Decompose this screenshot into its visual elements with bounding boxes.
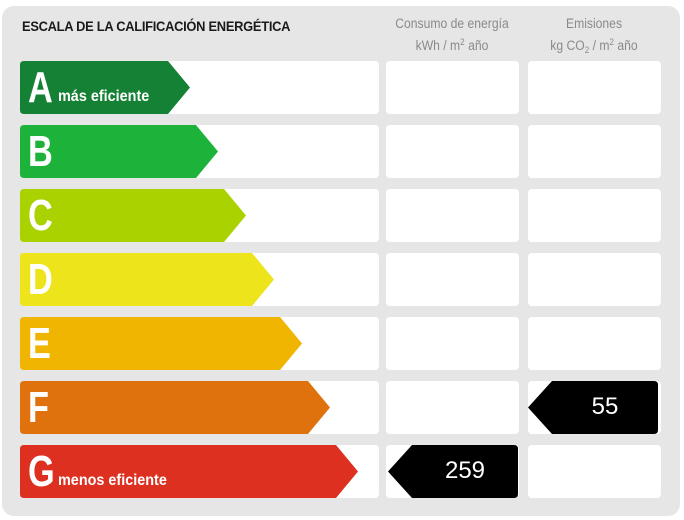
rating-sublabel: más eficiente bbox=[58, 88, 150, 105]
energy-header-line2: kWh / m2 año bbox=[415, 37, 489, 53]
energy-column-header: Consumo de energía kWh / m2 año bbox=[391, 14, 513, 55]
rating-arrow-b: B bbox=[20, 125, 218, 178]
rating-arrow-f: F bbox=[20, 381, 330, 434]
emissions-cell bbox=[528, 317, 661, 370]
rating-letter: D bbox=[28, 255, 53, 304]
emissions-badge-value: 55 bbox=[591, 393, 619, 420]
energy-consumption-badge-value: 259 bbox=[444, 457, 486, 484]
energy-cell bbox=[386, 317, 519, 370]
energy-cell bbox=[386, 189, 519, 242]
rating-arrow-d: D bbox=[20, 253, 274, 306]
emissions-column-header: Emisiones kg CO2 / m2 año bbox=[533, 14, 655, 60]
energy-cell bbox=[386, 61, 519, 114]
emissions-cell bbox=[528, 189, 661, 242]
emissions-cell bbox=[528, 125, 661, 178]
rating-letter: C bbox=[28, 191, 53, 240]
emissions-cell bbox=[528, 253, 661, 306]
rating-letter: B bbox=[28, 127, 53, 176]
emissions-header-line1: Emisiones bbox=[565, 16, 623, 31]
rating-letter: A bbox=[28, 63, 53, 112]
emissions-header-line2: kg CO2 / m2 año bbox=[550, 37, 638, 55]
energy-cell bbox=[386, 381, 519, 434]
scale-title: ESCALA DE LA CALIFICACIÓN ENERGÉTICA bbox=[22, 18, 291, 34]
rating-arrow-e: E bbox=[20, 317, 302, 370]
emissions-badge: 55 bbox=[528, 381, 658, 434]
rating-letter: E bbox=[28, 319, 51, 368]
energy-cell bbox=[386, 253, 519, 306]
energy-cell bbox=[386, 125, 519, 178]
rating-letter: G bbox=[28, 447, 55, 496]
emissions-cell bbox=[528, 445, 661, 498]
emissions-cell bbox=[528, 61, 661, 114]
rating-arrow-c: C bbox=[20, 189, 246, 242]
energy-consumption-badge: 259 bbox=[388, 445, 518, 498]
rating-sublabel: menos eficiente bbox=[58, 472, 167, 489]
rating-letter: F bbox=[28, 383, 49, 432]
energy-header-line1: Consumo de energía bbox=[395, 16, 509, 31]
